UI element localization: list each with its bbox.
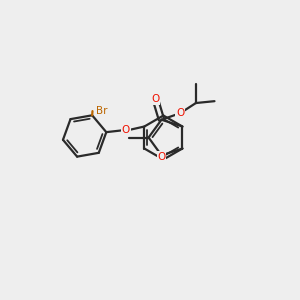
Text: O: O bbox=[152, 94, 160, 104]
Text: Br: Br bbox=[96, 106, 108, 116]
Text: O: O bbox=[176, 108, 184, 118]
Text: O: O bbox=[158, 152, 166, 162]
Text: O: O bbox=[122, 125, 130, 135]
